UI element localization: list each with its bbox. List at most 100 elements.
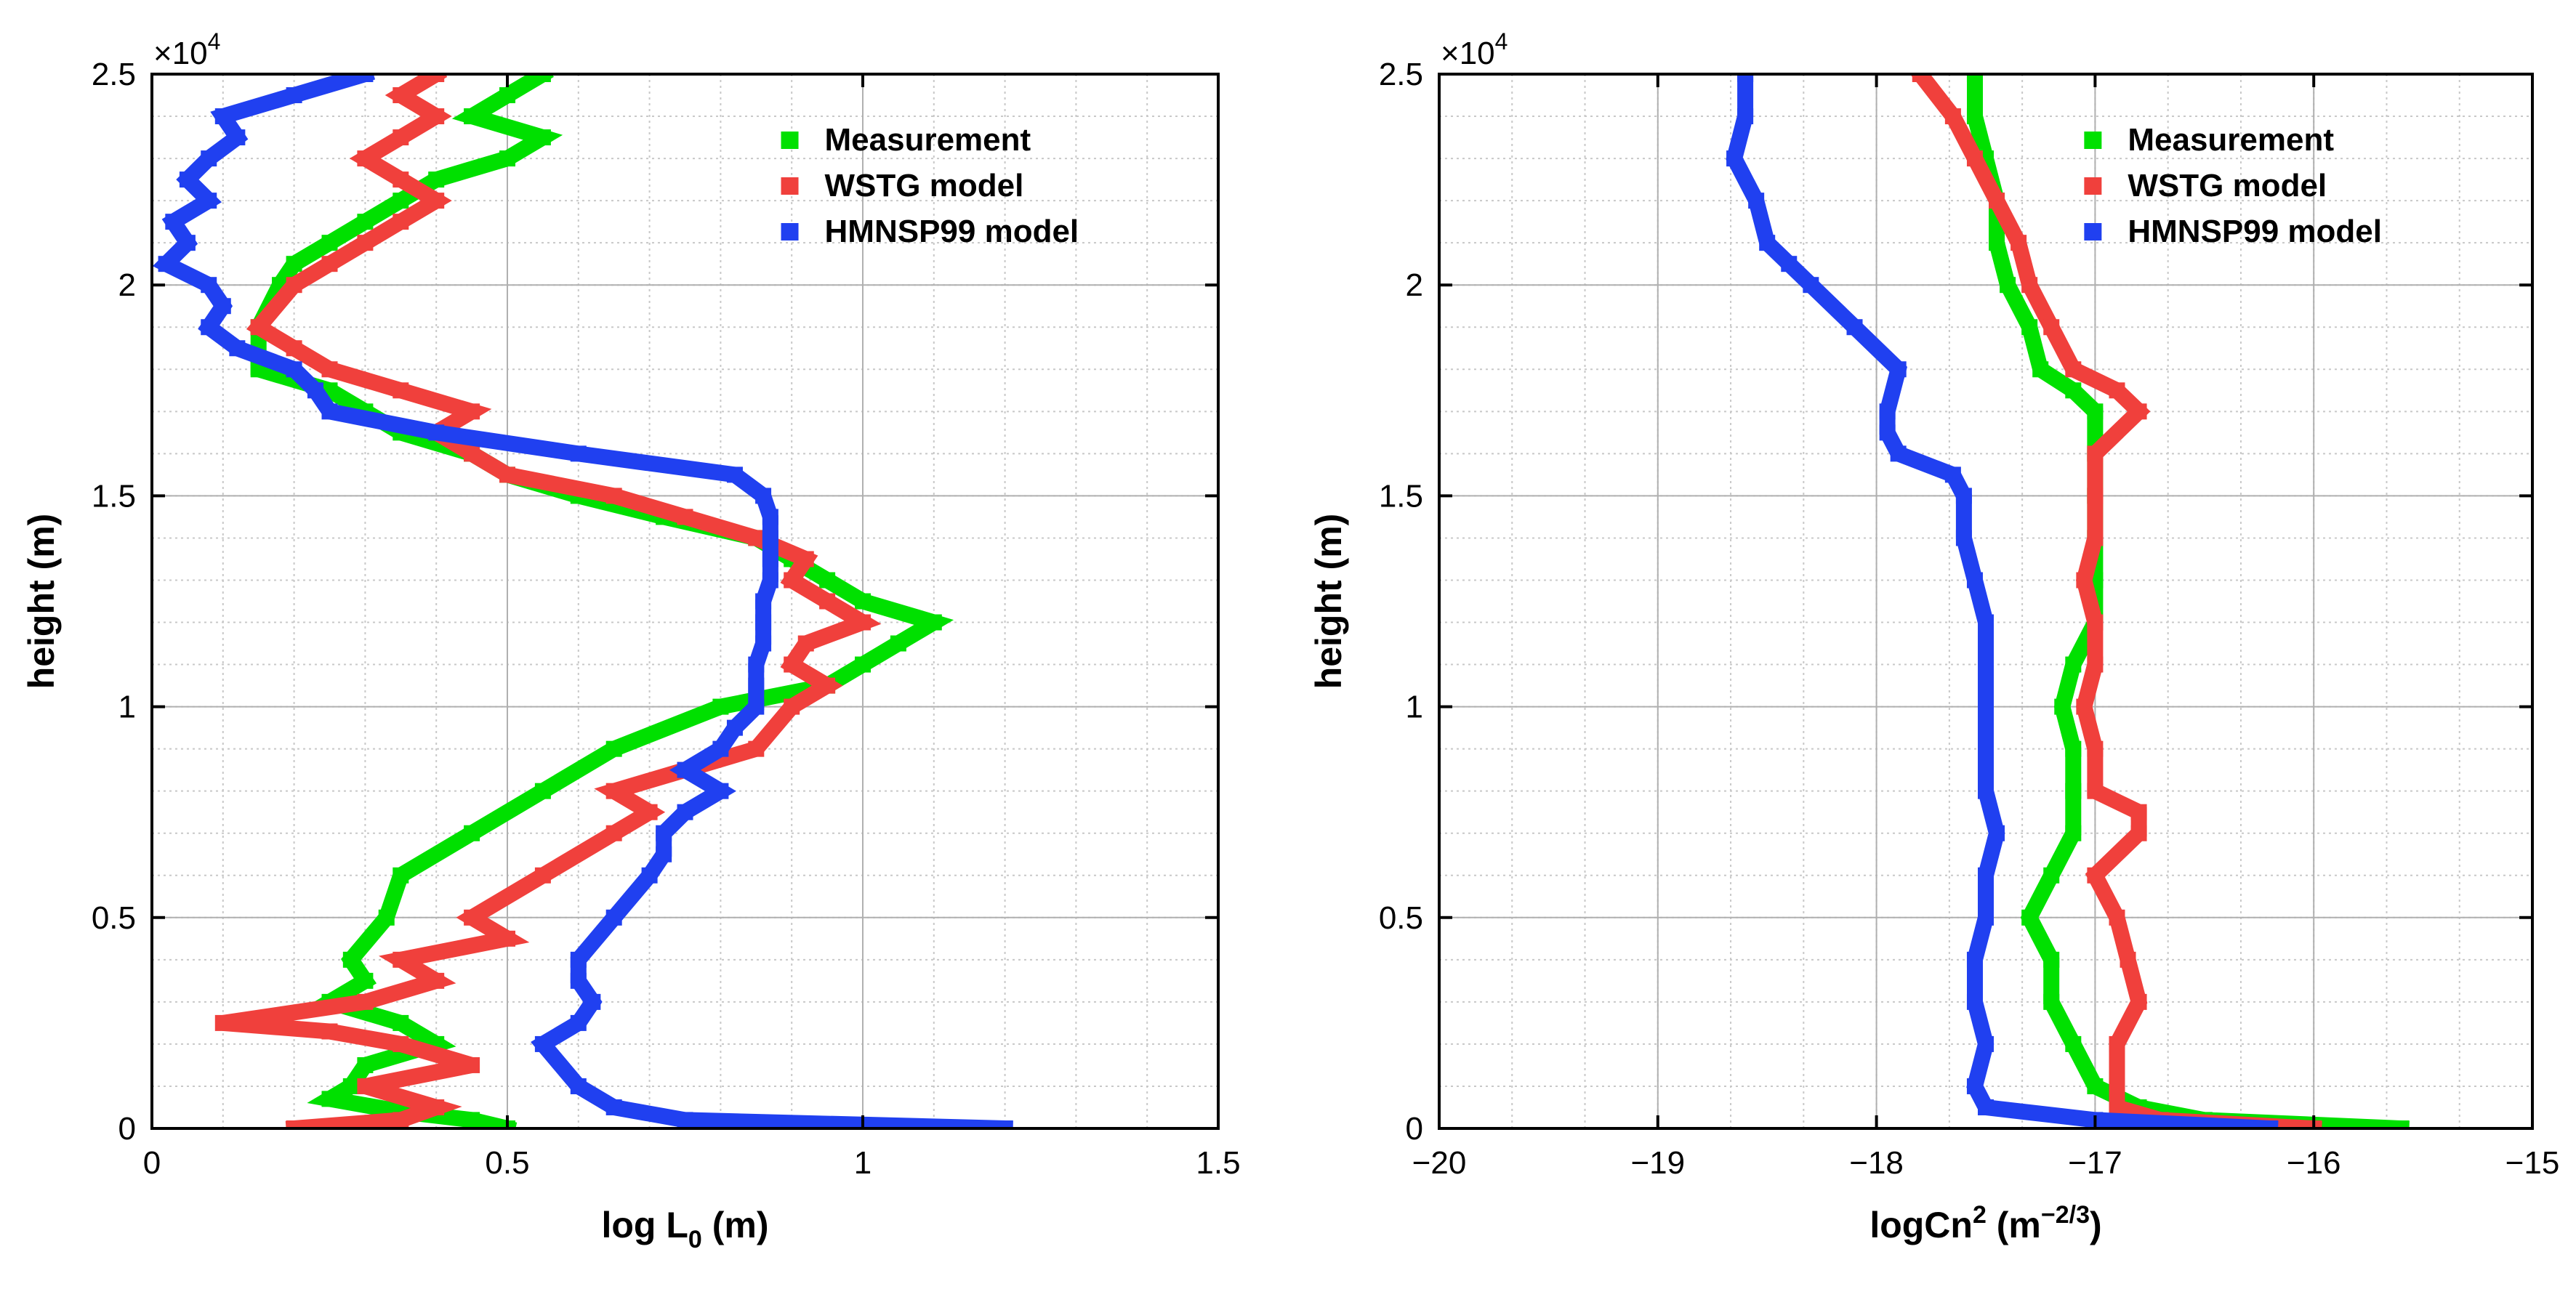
data-point xyxy=(286,256,302,272)
data-point xyxy=(712,740,729,757)
data-point xyxy=(428,108,445,125)
data-point xyxy=(855,593,871,610)
data-point xyxy=(677,509,693,525)
data-point xyxy=(286,361,302,378)
data-point xyxy=(464,1056,480,1073)
x-tick-label: −15 xyxy=(2505,1145,2560,1181)
data-point xyxy=(357,1056,374,1073)
data-point xyxy=(393,171,409,188)
data-point xyxy=(534,867,551,884)
legend-marker xyxy=(2084,223,2102,241)
y-tick-label: 1.5 xyxy=(92,478,136,514)
y-tick-label: 0.5 xyxy=(1379,900,1423,936)
data-point xyxy=(158,256,174,272)
data-point xyxy=(748,740,765,757)
data-point xyxy=(393,129,409,146)
data-point xyxy=(393,951,409,968)
data-point xyxy=(1989,235,2005,251)
y-tick-label: 0 xyxy=(1406,1111,1423,1147)
data-point xyxy=(2043,993,2060,1010)
data-point xyxy=(797,635,814,652)
data-point xyxy=(357,214,374,230)
data-point xyxy=(2076,572,2093,589)
axes-box xyxy=(150,73,1220,1130)
data-point xyxy=(1978,1035,1994,1052)
data-point xyxy=(855,614,871,631)
legend-marker xyxy=(781,132,799,149)
data-point xyxy=(2065,1035,2082,1052)
y-tick-label: 1 xyxy=(118,690,136,725)
data-point xyxy=(534,129,551,146)
data-point xyxy=(570,1078,587,1094)
data-point xyxy=(656,825,672,841)
x-tick-label: 1 xyxy=(854,1145,872,1181)
data-point xyxy=(393,1035,409,1052)
data-point xyxy=(925,614,942,631)
data-point xyxy=(2109,1035,2125,1052)
x-tick-label: −16 xyxy=(2287,1145,2341,1181)
data-point xyxy=(755,488,772,504)
data-point xyxy=(584,993,601,1010)
data-point xyxy=(2011,235,2027,251)
data-point xyxy=(534,74,551,82)
data-point xyxy=(201,193,217,209)
axes-box xyxy=(1438,73,2534,1130)
legend-label: HMNSP99 model xyxy=(2128,214,2382,249)
data-point xyxy=(428,171,445,188)
data-point xyxy=(2043,951,2060,968)
x-tick-label: −20 xyxy=(1412,1145,1467,1181)
y-tick-label: 0.5 xyxy=(92,900,136,936)
data-point xyxy=(464,108,480,125)
legend-marker xyxy=(2084,132,2102,149)
data-point xyxy=(1966,150,1983,167)
data-point xyxy=(2262,1120,2279,1128)
y-axis-label: height (m) xyxy=(1308,514,1349,690)
data-point xyxy=(428,74,445,82)
data-point xyxy=(2087,740,2104,757)
data-point xyxy=(1737,74,1754,82)
data-point xyxy=(605,825,622,841)
data-point xyxy=(677,804,693,820)
data-point xyxy=(1966,74,1983,82)
data-point xyxy=(499,87,515,104)
data-point xyxy=(165,214,182,230)
x-tick-label: −17 xyxy=(2068,1145,2122,1181)
data-point xyxy=(2087,403,2104,420)
x-axis-label: logCn2 (m−2/3) xyxy=(1869,1201,2101,1245)
data-point xyxy=(286,87,302,104)
data-point xyxy=(428,424,445,441)
data-point xyxy=(570,972,587,989)
data-point xyxy=(464,445,480,462)
data-point xyxy=(762,551,778,567)
y-tick-label: 2 xyxy=(1406,267,1423,303)
data-point xyxy=(605,1099,622,1115)
data-point xyxy=(2087,614,2104,631)
data-point xyxy=(1879,403,1896,420)
data-point xyxy=(677,761,693,778)
data-point xyxy=(2109,1078,2125,1094)
data-point xyxy=(357,993,374,1010)
y-tick-label: 1 xyxy=(1406,690,1423,725)
data-point xyxy=(2065,361,2082,378)
data-point xyxy=(1978,867,1994,884)
data-point xyxy=(357,235,374,251)
chart-panel-1: 0 0.5 1 1.5 0 0.5 1 1.5 2 2.5 ×104 height (m) log L0… xyxy=(21,28,1241,1253)
series-group xyxy=(152,74,1013,1128)
data-point xyxy=(1944,466,1961,483)
data-point xyxy=(2120,951,2136,968)
data-point xyxy=(2130,804,2147,820)
data-point xyxy=(2054,698,2071,715)
data-point xyxy=(201,150,217,167)
data-point xyxy=(755,593,772,610)
data-point xyxy=(214,298,231,315)
data-point xyxy=(2065,825,2082,841)
data-point xyxy=(1726,150,1743,167)
x-tick-label: 1.5 xyxy=(1196,1145,1240,1181)
legend-label: HMNSP99 model xyxy=(825,214,1079,249)
data-point xyxy=(2087,656,2104,673)
y-exponent-label: ×104 xyxy=(153,28,220,71)
data-point xyxy=(677,1112,693,1128)
data-point xyxy=(1803,277,1819,294)
data-point xyxy=(1966,572,1983,589)
data-point xyxy=(1978,783,1994,799)
